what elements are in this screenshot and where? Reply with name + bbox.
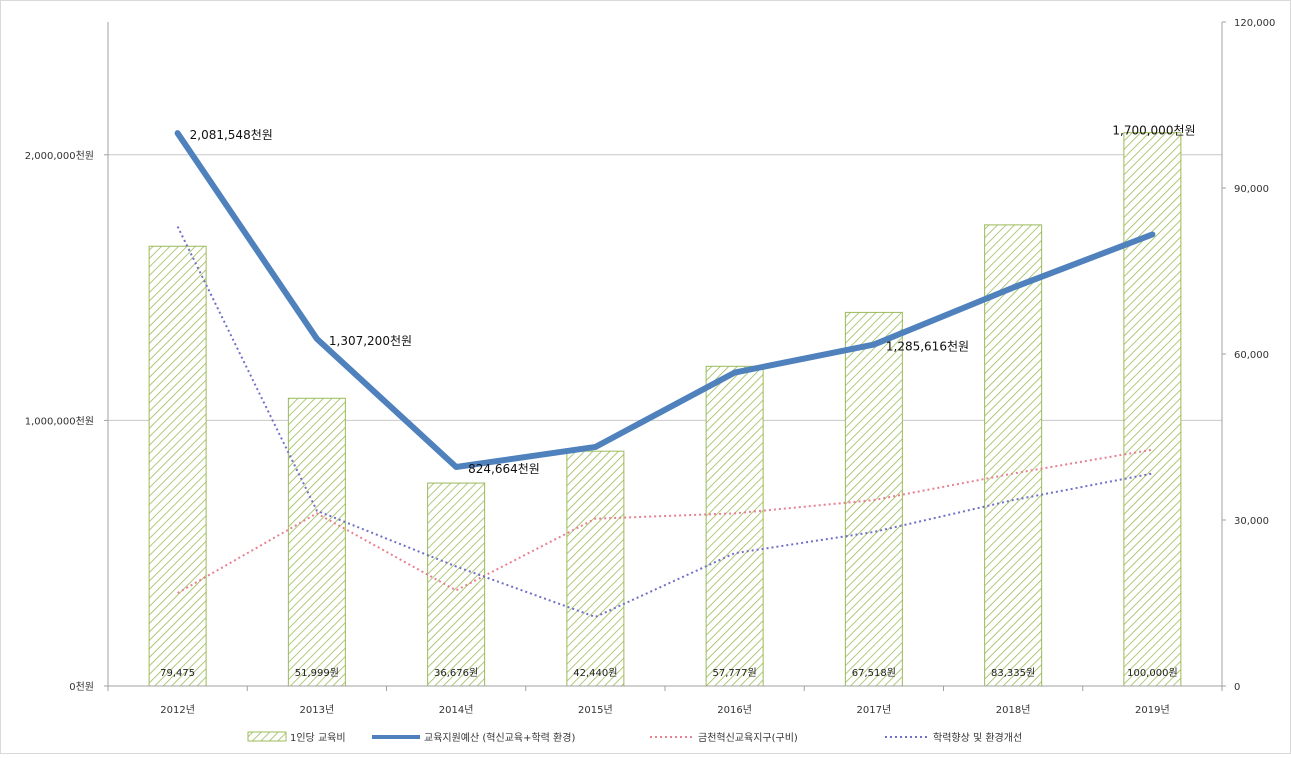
series-line-budget bbox=[174, 130, 1156, 470]
legend-swatch bbox=[247, 731, 287, 742]
bar bbox=[148, 245, 207, 687]
axes: 0천원 1,000,000천원 2,000,000천원 0 30,000 60,000 90… bbox=[25, 18, 1276, 716]
left-tick-label: 2,000,000천원 bbox=[25, 150, 94, 162]
left-tick-label: 0천원 bbox=[69, 681, 94, 693]
right-tick-label: 30,000 bbox=[1234, 516, 1269, 527]
bar-series bbox=[148, 132, 1182, 687]
left-tick-label: 1,000,000천원 bbox=[25, 415, 94, 427]
data-labels: 79,475 51,999원 36,676원 42,440원 57,777원 67,518… bbox=[160, 122, 1195, 679]
legend: 1인당 교육비 교육지원예산 (혁신교육+학력 환경) 금천혁신교육지구(구비) 학력… bbox=[247, 731, 1022, 744]
bar bbox=[427, 482, 486, 687]
x-tick-label: 2019년 bbox=[1135, 704, 1170, 716]
bar-value-label: 79,475 bbox=[160, 668, 195, 679]
legend-label: 학력향상 및 환경개선 bbox=[933, 731, 1022, 744]
right-tick-label: 0 bbox=[1234, 682, 1240, 693]
bar-value-label: 67,518원 bbox=[852, 667, 896, 679]
right-tick-label: 120,000 bbox=[1234, 18, 1275, 29]
bar-value-label: 57,777원 bbox=[713, 667, 757, 679]
legend-label: 금천혁신교육지구(구비) bbox=[698, 732, 798, 744]
x-tick-label: 2014년 bbox=[439, 704, 474, 716]
line-value-label: 1,700,000천원 bbox=[1112, 122, 1195, 137]
line-value-label: 1,307,200천원 bbox=[329, 333, 412, 348]
bar bbox=[1123, 132, 1182, 687]
bar-value-label: 51,999원 bbox=[295, 667, 339, 679]
bar bbox=[287, 397, 346, 687]
x-tick-label: 2013년 bbox=[300, 704, 335, 716]
x-tick-label: 2012년 bbox=[160, 704, 195, 716]
right-tick-label: 90,000 bbox=[1234, 184, 1269, 195]
x-tick-label: 2016년 bbox=[717, 704, 752, 716]
right-tick-label: 60,000 bbox=[1234, 350, 1269, 361]
bar-value-label: 83,335원 bbox=[991, 667, 1035, 679]
bar bbox=[705, 365, 764, 687]
x-tick-label: 2015년 bbox=[578, 704, 613, 716]
legend-label: 1인당 교육비 bbox=[290, 732, 346, 744]
line-value-label: 1,285,616천원 bbox=[886, 339, 969, 354]
line-series bbox=[174, 130, 1156, 619]
bar-value-label: 42,440원 bbox=[573, 667, 617, 679]
bar-value-label: 100,000원 bbox=[1127, 667, 1178, 679]
x-tick-label: 2018년 bbox=[996, 704, 1031, 716]
series-line-dotted bbox=[177, 448, 1153, 594]
legend-label: 교육지원예산 (혁신교육+학력 환경) bbox=[424, 731, 575, 744]
bar bbox=[566, 450, 625, 687]
bar-value-label: 36,676원 bbox=[434, 667, 478, 679]
series-line-dotted bbox=[176, 226, 1153, 619]
line-value-label: 824,664천원 bbox=[468, 461, 540, 476]
x-tick-label: 2017년 bbox=[857, 704, 892, 716]
line-value-label: 2,081,548천원 bbox=[190, 127, 273, 142]
